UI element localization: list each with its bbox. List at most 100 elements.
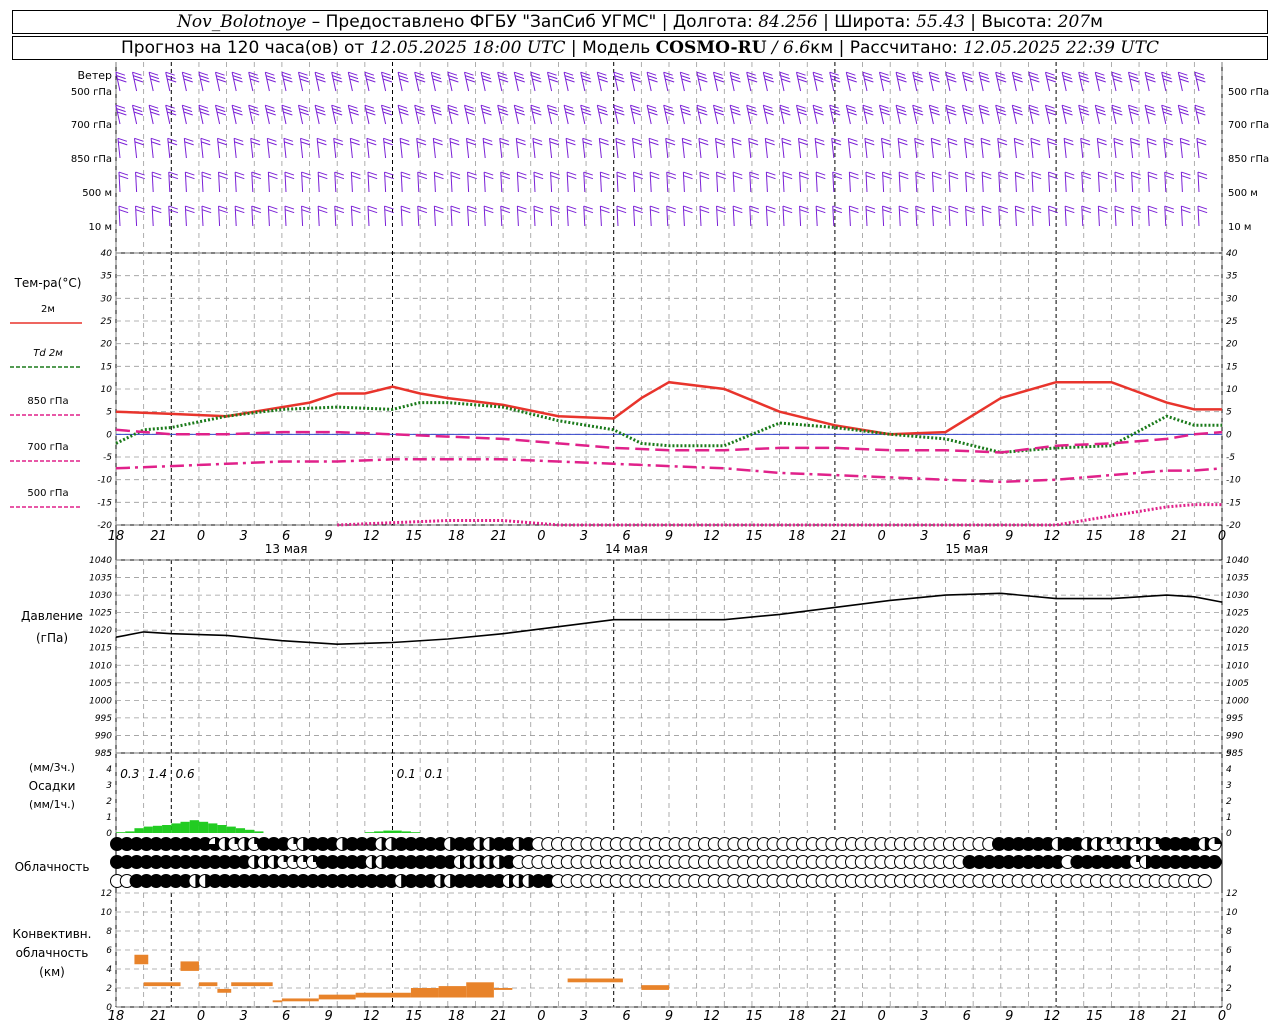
- wind-barb-staff: [231, 72, 237, 92]
- wind-barb-feather: [898, 205, 909, 210]
- wind-barb-feather: [500, 171, 510, 176]
- y-tick-label: 10: [1226, 385, 1238, 395]
- wind-barb-feather: [168, 171, 178, 176]
- wind-barb-feather: [1163, 137, 1173, 142]
- wind-barb-staff: [281, 72, 287, 92]
- wind-barb-staff: [1097, 206, 1100, 227]
- wind-barb-feather: [348, 71, 358, 76]
- wind-barb-feather: [1180, 141, 1190, 146]
- wind-barb-feather: [248, 104, 258, 109]
- wind-barb-staff: [264, 72, 270, 92]
- wind-barb-feather: [814, 111, 824, 116]
- wind-barb-feather: [665, 141, 676, 146]
- wind-barb-feather: [315, 108, 325, 113]
- wind-barb-feather: [517, 175, 527, 180]
- wind-barb-feather: [831, 78, 841, 83]
- wind-barb-feather: [148, 71, 159, 76]
- wind-barb-feather: [865, 205, 876, 210]
- wind-barb-feather: [765, 137, 775, 142]
- wind-barb-staff: [812, 72, 818, 92]
- hour-tick-label: 0: [878, 529, 886, 544]
- wind-barb-feather: [948, 141, 958, 146]
- hour-tick-label: 9: [1005, 529, 1013, 544]
- wind-barb-staff: [347, 72, 353, 92]
- wind-barb-staff: [550, 206, 553, 227]
- wind-barb-feather: [483, 141, 493, 146]
- y-tick-label: -10: [1226, 476, 1241, 486]
- wind-barb-feather: [133, 78, 144, 83]
- wind-barb-feather: [633, 205, 643, 210]
- wind-barb-feather: [1079, 75, 1089, 80]
- wind-barb-staff: [948, 172, 951, 193]
- wind-barb-feather: [399, 111, 409, 116]
- wind-barb-staff: [699, 172, 702, 193]
- wind-barb-feather: [646, 71, 657, 76]
- wind-barb-feather: [350, 141, 360, 146]
- wind-barb-feather: [598, 78, 608, 83]
- wind-barb-feather: [714, 111, 725, 116]
- wind-barb-feather: [666, 171, 676, 176]
- wind-barb-feather: [166, 75, 176, 80]
- wind-barb-staff: [316, 138, 320, 159]
- wind-barb-staff: [732, 206, 735, 227]
- wind-barb-feather: [400, 141, 410, 146]
- wind-barb-feather: [782, 171, 793, 176]
- wind-barb-staff: [912, 105, 918, 125]
- y-tick-label: 4: [106, 965, 112, 975]
- wind-barb-feather: [998, 175, 1009, 180]
- wind-barb-feather: [1015, 205, 1025, 210]
- label-layer: 1818212100336699121215151818212100336699…: [10, 69, 1269, 1024]
- wind-barb-feather: [334, 205, 344, 210]
- convective-cloud-bar: [567, 978, 623, 983]
- y-tick-label: 1020: [1226, 626, 1249, 636]
- temperature-series-line: [337, 503, 1222, 527]
- wind-barb-staff: [433, 172, 436, 193]
- wind-barb-staff: [962, 72, 968, 92]
- y-tick-label: 1000: [89, 696, 112, 706]
- wind-barb-feather: [165, 71, 175, 76]
- wind-barb-feather: [334, 209, 345, 214]
- wind-barb-staff: [467, 206, 470, 227]
- hour-tick-label: 18: [108, 529, 125, 544]
- precip-bar: [134, 828, 144, 833]
- cloud-cover-fill: [1214, 837, 1222, 844]
- wind-barb-staff: [682, 206, 685, 227]
- wind-barb-feather: [1180, 137, 1190, 142]
- wind-barb-feather: [965, 171, 975, 176]
- wind-barb-feather: [234, 141, 244, 146]
- y-tick-label: 1035: [1226, 574, 1249, 584]
- wind-barb-staff: [151, 172, 154, 193]
- precip-total-label: 0.3: [120, 767, 139, 781]
- wind-barb-feather: [367, 209, 378, 214]
- wind-barb-staff: [749, 172, 752, 193]
- wind-barb-staff: [298, 105, 304, 125]
- wind-barb-feather: [996, 75, 1006, 80]
- wind-barb-feather: [365, 75, 375, 80]
- wind-barb-staff: [563, 105, 569, 125]
- wind-barb-staff: [995, 105, 1001, 125]
- wind-barb-staff: [930, 138, 934, 159]
- wind-barb-feather: [915, 175, 926, 180]
- wind-barb-staff: [583, 206, 586, 227]
- wind-barb-feather: [448, 108, 458, 113]
- wind-barb-feather: [696, 104, 707, 109]
- wind-barb-feather: [215, 104, 225, 109]
- wind-barb-staff: [135, 172, 138, 193]
- wind-barb-staff: [679, 72, 685, 92]
- wind-barb-feather: [218, 171, 228, 176]
- wind-barb-feather: [698, 137, 709, 142]
- wind-barb-feather: [1131, 175, 1141, 180]
- wind-barb-feather: [882, 171, 892, 176]
- wind-barb-staff: [565, 138, 569, 159]
- wind-barb-feather: [567, 175, 577, 180]
- wind-barb-feather: [465, 111, 476, 116]
- wind-barb-staff: [731, 138, 735, 159]
- wind-barb-staff: [779, 105, 785, 125]
- wind-barb-feather: [848, 137, 858, 142]
- wind-barb-feather: [998, 205, 1008, 210]
- wind-barb-feather: [1065, 209, 1075, 214]
- wind-barb-staff: [399, 138, 403, 159]
- wind-barb-feather: [250, 137, 260, 142]
- wind-barb-staff: [115, 105, 121, 125]
- wind-barb-feather: [199, 75, 209, 80]
